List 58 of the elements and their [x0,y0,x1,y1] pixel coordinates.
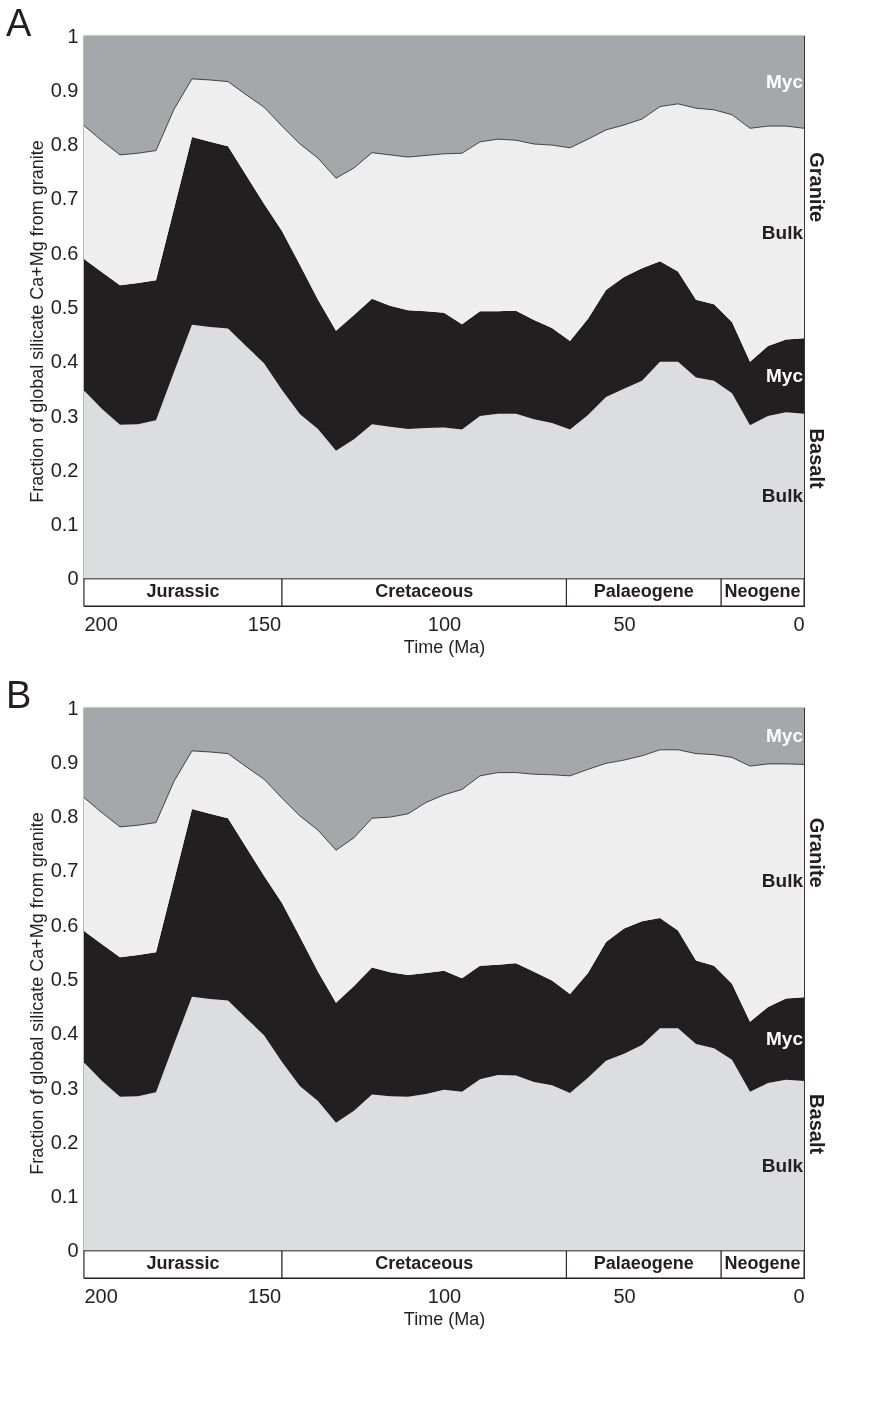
text: Granite [806,152,828,223]
band-label: Jurassic [146,581,220,602]
series-label: Bulk [761,485,804,507]
x-tick-label: 50 [613,1284,636,1307]
series-label: Bulk [761,1154,804,1176]
text: Basalt [806,1094,828,1155]
y-tick-label: 1 [67,24,79,47]
band-label: Cretaceous [375,581,474,602]
y-tick-label: 1 [67,696,79,719]
x-tick-label: 200 [84,612,118,635]
x-tick-label: 0 [793,612,805,635]
y-tick-label: 0.9 [50,78,79,101]
x-axis-title: Time (Ma) [403,1308,486,1329]
x-tick-label: 150 [247,612,282,635]
band-label: Cretaceous [375,1253,474,1274]
y-tick-label: 0.8 [50,805,79,828]
x-tick-label: 100 [427,1284,462,1307]
band-label: Neogene [724,581,801,602]
x-axis-title: Time (Ma) [403,636,486,657]
y-tick-label: 0.8 [50,133,79,156]
chart-title: A [6,2,32,44]
y-tick-label: 0.1 [50,1185,79,1208]
y-axis-title: Fraction of global silicate Ca+Mg from granite [26,140,47,503]
series-label: Bulk [761,222,804,244]
y-tick-label: 0.5 [50,295,79,318]
y-tick-label: 0.1 [50,513,79,536]
x-tick-label: 200 [84,1284,118,1307]
y-tick-label: 0.6 [50,913,79,936]
series-label: Myc [766,1028,804,1050]
y-tick-label: 0.7 [50,187,79,210]
series-label: Myc [766,71,804,93]
y-tick-label: 0 [67,567,79,590]
y-tick-label: 0.2 [50,1130,79,1153]
x-tick-label: 150 [247,1284,282,1307]
text: Basalt [806,428,828,489]
y-tick-label: 0.4 [50,350,79,373]
x-tick-label: 100 [427,612,462,635]
text: Granite [806,817,828,888]
series-label: Myc [766,725,804,747]
band-label: Palaeogene [593,1253,694,1274]
y-axis-title: Fraction of global silicate Ca+Mg from granite [26,812,47,1175]
series-label: Bulk [761,869,804,891]
band-label: Palaeogene [593,581,694,602]
x-tick-label: 50 [613,612,636,635]
y-tick-label: 0.4 [50,1022,79,1045]
y-tick-label: 0.7 [50,859,79,882]
chart-title: B [6,674,32,716]
y-tick-label: 0.9 [50,750,79,773]
band-label: Neogene [724,1253,801,1274]
band-label: Jurassic [146,1253,220,1274]
x-tick-label: 0 [793,1284,805,1307]
y-tick-label: 0.2 [50,458,79,481]
y-tick-label: 0.6 [50,241,79,264]
y-tick-label: 0.3 [50,404,79,427]
y-tick-label: 0 [67,1239,79,1262]
series-label: Myc [766,365,804,387]
y-tick-label: 0.3 [50,1076,79,1099]
y-tick-label: 0.5 [50,967,79,990]
